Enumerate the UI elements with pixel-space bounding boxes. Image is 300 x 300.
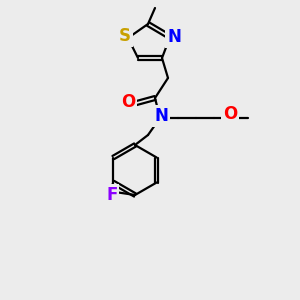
Text: O: O xyxy=(121,93,135,111)
Text: N: N xyxy=(167,28,181,46)
Text: F: F xyxy=(106,186,118,204)
Text: N: N xyxy=(154,107,168,125)
Text: S: S xyxy=(119,27,131,45)
Text: O: O xyxy=(223,105,237,123)
